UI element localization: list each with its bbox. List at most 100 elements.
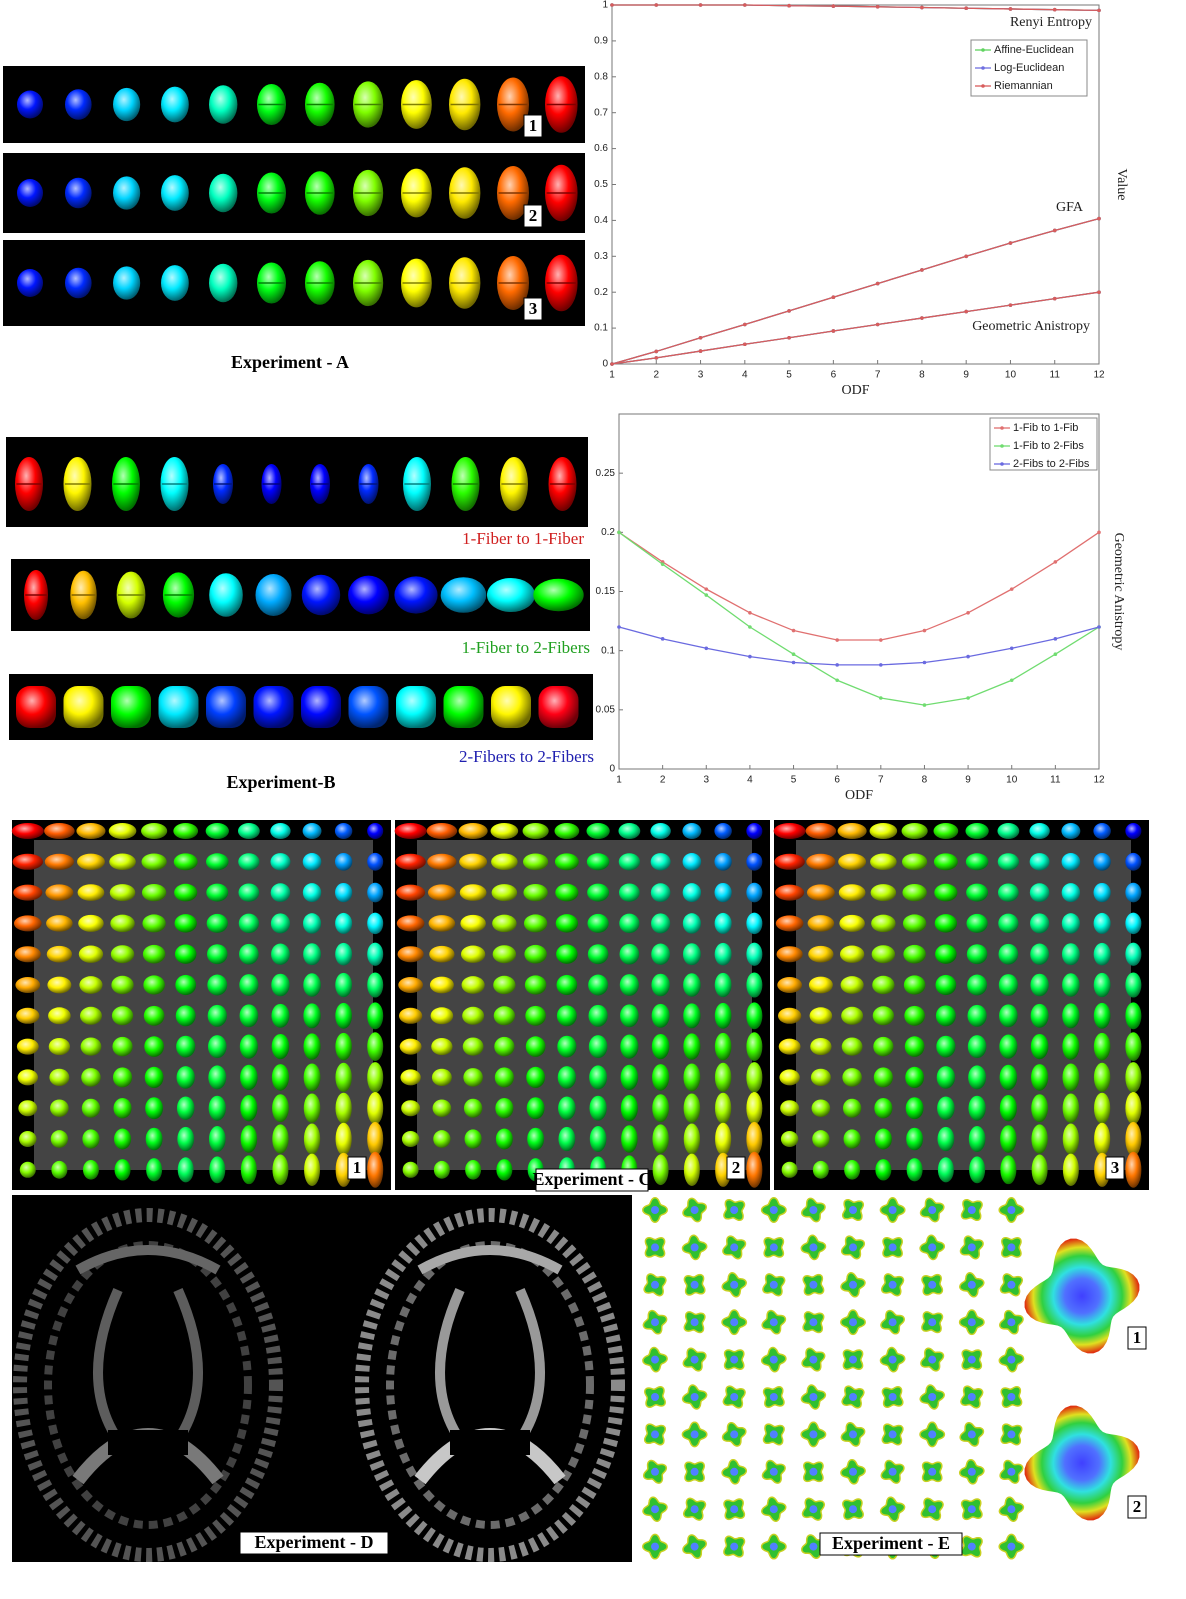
glyph — [1093, 972, 1111, 998]
glyph — [303, 1003, 321, 1029]
data-point — [875, 4, 880, 9]
glyph — [174, 883, 198, 902]
x-tick-label: 10 — [1005, 370, 1017, 381]
glyph — [494, 1036, 515, 1057]
y-tick-label: 0.7 — [594, 107, 608, 118]
glyph — [270, 823, 291, 839]
x-tick-label: 10 — [1006, 775, 1018, 786]
glyph — [110, 945, 135, 964]
data-point — [1097, 8, 1101, 13]
glyph — [112, 1067, 133, 1088]
glyph — [334, 823, 353, 839]
panel-title: Experiment - E — [832, 1533, 950, 1553]
glyph — [1000, 1125, 1017, 1153]
glyph-core — [651, 1318, 659, 1327]
glyph — [714, 1032, 732, 1061]
glyph-core — [651, 1467, 659, 1476]
glyph-core — [809, 1206, 818, 1214]
glyph — [775, 915, 804, 932]
glyph — [937, 1126, 955, 1152]
glyph — [1093, 1032, 1111, 1061]
glyph-core — [651, 1430, 659, 1439]
y-tick-label: 0.15 — [596, 586, 616, 597]
glyph — [81, 1098, 101, 1118]
glyph — [811, 1099, 831, 1117]
glyph — [586, 823, 610, 839]
glyph — [683, 1093, 701, 1123]
glyph-core — [690, 1243, 699, 1252]
glyph — [51, 1160, 68, 1179]
glyph — [111, 686, 151, 728]
data-point — [1053, 637, 1058, 641]
glyph — [394, 823, 427, 839]
glyph — [14, 946, 41, 963]
glyph — [714, 1002, 732, 1029]
glyph — [869, 823, 898, 839]
glyph — [554, 823, 580, 839]
glyph — [1125, 912, 1142, 935]
brain-ventricle — [450, 1430, 530, 1455]
glyph — [394, 576, 438, 614]
row-label: 2-Fibers to 2-Fibers — [459, 747, 594, 766]
glyph — [902, 914, 927, 933]
data-point — [835, 678, 839, 683]
glyph — [44, 853, 74, 870]
glyph — [141, 853, 167, 871]
glyph — [334, 852, 353, 871]
glyph — [812, 1130, 830, 1148]
glyph — [271, 1003, 290, 1028]
glyph-core — [769, 1505, 778, 1514]
glyph — [522, 853, 549, 871]
glyph — [238, 883, 260, 902]
glyph — [650, 883, 671, 902]
glyph — [492, 945, 517, 964]
glyph — [113, 266, 141, 300]
glyph — [15, 977, 41, 993]
glyph — [837, 823, 867, 839]
glyph — [367, 942, 384, 966]
glyph — [533, 578, 584, 612]
glyph — [527, 1127, 545, 1151]
glyph — [620, 1064, 639, 1091]
glyph — [683, 1033, 701, 1060]
glyph — [19, 1131, 37, 1147]
data-point — [964, 6, 968, 11]
glyph — [493, 975, 516, 995]
data-point — [920, 268, 924, 272]
brain — [13, 1208, 283, 1562]
data-point — [1097, 216, 1101, 221]
glyph — [143, 1005, 165, 1026]
data-point — [1097, 625, 1101, 629]
glyph — [781, 1161, 798, 1178]
glyph — [968, 1065, 987, 1090]
glyph — [335, 912, 353, 934]
glyph — [270, 913, 291, 934]
glyph — [398, 977, 423, 993]
glyph — [838, 853, 867, 870]
glyph — [746, 1121, 763, 1157]
glyph — [112, 1036, 133, 1057]
glyph — [965, 823, 989, 839]
glyph — [966, 944, 988, 965]
glyph — [682, 853, 702, 871]
data-point — [743, 322, 747, 327]
curve-label: Renyi Entropy — [1010, 15, 1092, 30]
data-point — [748, 654, 752, 659]
glyph — [1125, 1032, 1142, 1061]
glyph — [238, 913, 259, 934]
glyph — [870, 884, 897, 902]
charts: 1 2 3 4 5 6 7 8 9 10 11 1200.10.20.30.40.50.60.70.8… — [594, 0, 1129, 803]
glyph-core — [651, 1542, 659, 1551]
data-point — [743, 3, 747, 7]
glyph-core — [888, 1243, 897, 1252]
glyph-core — [1007, 1393, 1016, 1401]
data-point — [617, 625, 621, 629]
glyph — [271, 1033, 290, 1060]
glyph — [494, 1067, 514, 1088]
glyph — [161, 265, 189, 301]
data-point — [1053, 652, 1058, 657]
data-point — [831, 4, 836, 8]
glyph — [239, 1034, 258, 1059]
glyph — [271, 1064, 290, 1091]
glyph — [303, 1093, 321, 1123]
